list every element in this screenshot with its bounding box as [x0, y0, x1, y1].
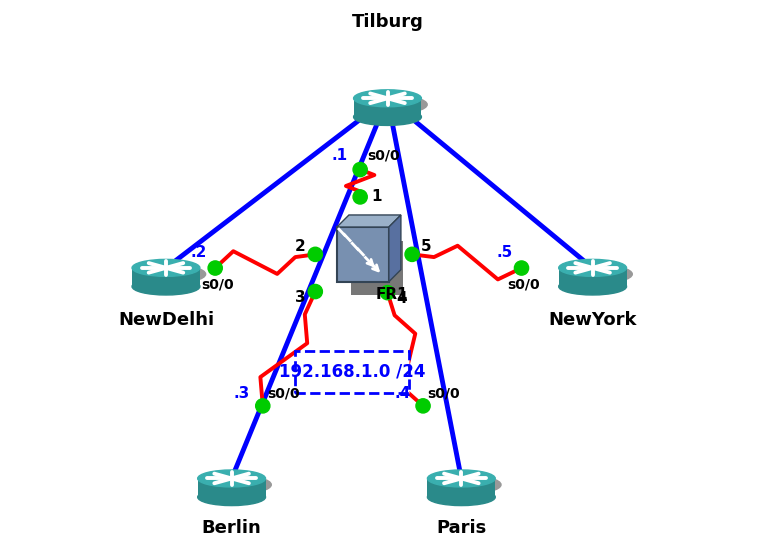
Ellipse shape	[198, 470, 266, 487]
Text: NewYork: NewYork	[549, 311, 637, 329]
FancyBboxPatch shape	[350, 241, 402, 295]
Ellipse shape	[559, 259, 626, 276]
Text: Berlin: Berlin	[202, 519, 261, 537]
Text: .3: .3	[234, 386, 250, 401]
Text: 2: 2	[294, 238, 305, 254]
Ellipse shape	[561, 265, 632, 283]
FancyBboxPatch shape	[198, 479, 266, 497]
Text: 3: 3	[294, 289, 305, 305]
Circle shape	[515, 261, 529, 275]
Circle shape	[353, 162, 367, 177]
Text: 5: 5	[421, 238, 431, 254]
Ellipse shape	[132, 259, 200, 276]
Polygon shape	[337, 215, 401, 227]
Circle shape	[208, 261, 222, 275]
Text: .5: .5	[497, 245, 513, 260]
Text: 192.168.1.0 /24: 192.168.1.0 /24	[279, 363, 425, 381]
Ellipse shape	[559, 278, 626, 295]
Text: s0/0: s0/0	[367, 149, 399, 163]
Text: s0/0: s0/0	[508, 277, 540, 292]
Ellipse shape	[356, 95, 427, 114]
Text: s0/0: s0/0	[267, 387, 300, 401]
Ellipse shape	[198, 488, 266, 505]
Ellipse shape	[353, 90, 422, 107]
FancyBboxPatch shape	[428, 479, 495, 497]
Text: Tilburg: Tilburg	[352, 13, 423, 31]
Text: s0/0: s0/0	[428, 387, 460, 401]
Ellipse shape	[132, 278, 200, 295]
Ellipse shape	[428, 488, 495, 505]
Text: .1: .1	[331, 148, 347, 164]
Text: Paris: Paris	[436, 519, 487, 537]
Text: .2: .2	[191, 245, 207, 260]
Ellipse shape	[353, 108, 422, 125]
Ellipse shape	[200, 475, 271, 494]
FancyBboxPatch shape	[294, 351, 409, 393]
Text: FR1: FR1	[375, 287, 408, 302]
Ellipse shape	[428, 470, 495, 487]
Text: 4: 4	[396, 290, 406, 306]
Circle shape	[381, 286, 394, 300]
Text: 1: 1	[371, 189, 382, 205]
FancyBboxPatch shape	[353, 98, 422, 117]
Circle shape	[353, 190, 367, 204]
Circle shape	[256, 399, 270, 413]
Text: .4: .4	[394, 386, 411, 401]
Polygon shape	[389, 215, 401, 282]
Text: s0/0: s0/0	[201, 277, 234, 292]
Circle shape	[308, 247, 322, 261]
Ellipse shape	[134, 265, 205, 283]
Ellipse shape	[430, 475, 501, 494]
FancyBboxPatch shape	[132, 268, 200, 287]
Circle shape	[416, 399, 430, 413]
FancyBboxPatch shape	[337, 227, 389, 282]
Text: NewDelhi: NewDelhi	[118, 311, 214, 329]
FancyBboxPatch shape	[559, 268, 626, 287]
Circle shape	[405, 247, 419, 261]
Circle shape	[308, 284, 322, 299]
